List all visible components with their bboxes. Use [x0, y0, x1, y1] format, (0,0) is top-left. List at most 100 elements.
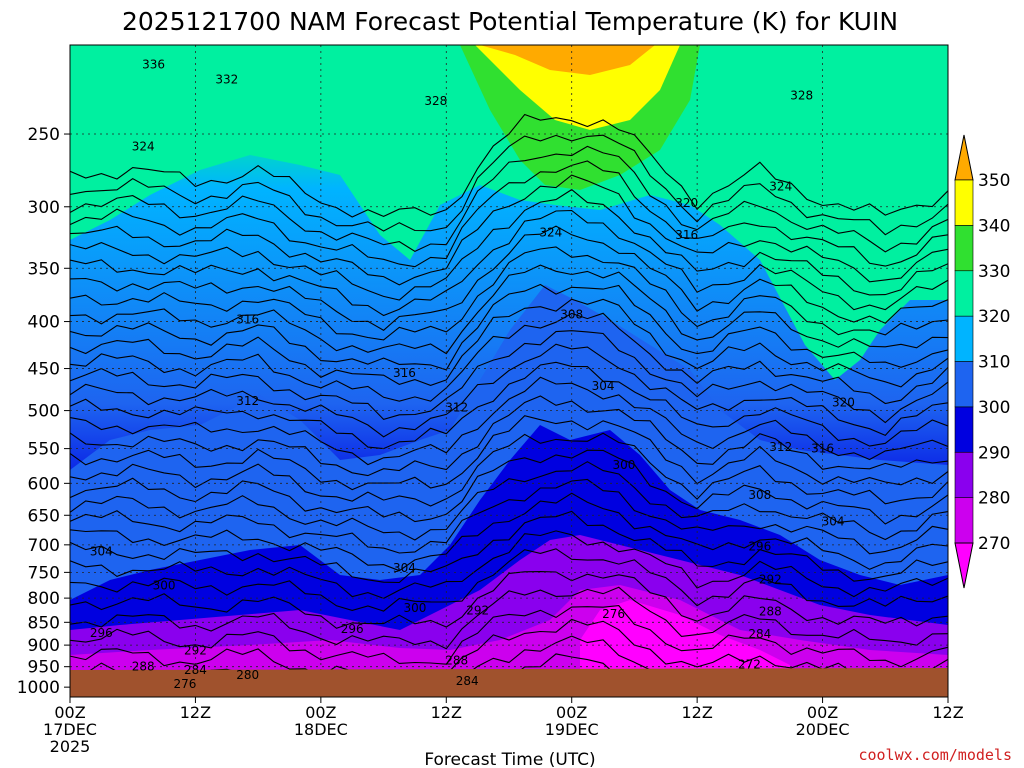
- contour-label: 304: [822, 514, 845, 528]
- y-tick-label: 500: [28, 402, 60, 422]
- colorbar-label: 290: [978, 443, 1010, 463]
- x-tick-label: 12Z: [681, 703, 712, 722]
- y-tick-label: 1000: [17, 678, 60, 698]
- contour-label: 316: [675, 228, 698, 242]
- contour-label: 284: [748, 627, 771, 641]
- contour-label: 316: [236, 313, 259, 327]
- credit-text: coolwx.com/models: [858, 746, 1012, 764]
- contour-line: [70, 209, 948, 317]
- contour-label: 308: [560, 308, 583, 322]
- contour-line: [70, 283, 948, 371]
- contour-label: 288: [132, 659, 155, 673]
- contour-label: 292: [759, 573, 782, 587]
- colorbar-segment: [954, 270, 974, 317]
- band-320-330: [70, 45, 948, 380]
- y-tick-label: 900: [28, 636, 60, 656]
- x-axis-label: Forecast Time (UTC): [424, 750, 595, 768]
- contour-label: 308: [748, 488, 771, 502]
- y-tick-label: 400: [28, 313, 60, 333]
- colorbar-label: 300: [978, 398, 1010, 418]
- contour-line: [70, 246, 948, 341]
- contour-label: 288: [759, 604, 782, 618]
- contour-line: [70, 461, 948, 541]
- contour-line: [70, 571, 948, 629]
- contour-line: [70, 160, 948, 268]
- contour-label: 300: [613, 458, 636, 472]
- colorbar-bottom-arrow: [954, 542, 974, 589]
- y-tick-label: 550: [28, 440, 60, 460]
- contour-label: 300: [403, 601, 426, 615]
- contour-label: 296: [748, 540, 771, 554]
- contour-label: 316: [393, 366, 416, 380]
- x-tick-label: 12Z: [932, 703, 963, 722]
- contour-line: [70, 343, 948, 438]
- contour-label: 284: [456, 674, 479, 688]
- contour-line: [70, 510, 948, 584]
- contour-label: 324: [539, 226, 562, 240]
- y-tick-label: 750: [28, 563, 60, 583]
- contour-line: [70, 145, 948, 253]
- contour-label: 300: [153, 578, 176, 592]
- contour-labels: 336 332 328 328 324 324 324 320 320 316 316 316 316 3…: [90, 57, 855, 690]
- y-tick-label: 250: [28, 125, 60, 145]
- contour-line: [70, 432, 948, 507]
- contour-label: 312: [769, 440, 792, 454]
- plot-area: [70, 45, 948, 697]
- colorbar-segment: [954, 315, 974, 362]
- contour-label: 280: [236, 668, 259, 682]
- colorbar-label: 270: [978, 534, 1010, 554]
- contour-line: [70, 174, 948, 286]
- contour-label: 324: [769, 179, 792, 193]
- contour-line: [70, 605, 948, 668]
- ground-surface: [70, 668, 948, 697]
- contour-label: 304: [592, 379, 615, 393]
- contour-label: 312: [445, 400, 468, 414]
- colorbar-label: 320: [978, 307, 1010, 327]
- contour-label: 332: [215, 72, 238, 86]
- x-tick-label: 20DEC: [796, 720, 850, 739]
- contour-line: [70, 478, 948, 555]
- x-tick-label: 12Z: [431, 703, 462, 722]
- colorbar-label: 340: [978, 216, 1010, 236]
- x-tick-label: 00Z: [807, 703, 838, 722]
- contour-line: [70, 586, 948, 650]
- x-tick-label: 2025: [50, 737, 91, 756]
- contour-label: 304: [90, 545, 113, 559]
- contour-label: 316: [811, 442, 834, 456]
- contour-label: 292: [184, 643, 207, 657]
- contour-label: 336: [142, 57, 165, 71]
- colorbar-label: 350: [978, 171, 1010, 191]
- contour-label: 304: [393, 561, 416, 575]
- contour-line: [70, 618, 948, 687]
- contour-label: 296: [341, 622, 364, 636]
- colorbar-label: 330: [978, 262, 1010, 282]
- x-tick-label: 18DEC: [294, 720, 348, 739]
- plot-frame: [69, 44, 949, 698]
- y-tick-label: 300: [28, 198, 60, 218]
- contour-label: 272: [738, 658, 761, 672]
- colorbar-segment: [954, 361, 974, 408]
- contour-line: [70, 492, 948, 572]
- contour-line: [70, 415, 948, 491]
- contour-label: 276: [174, 677, 197, 691]
- contour-line: [70, 225, 948, 331]
- contour-line: [70, 449, 948, 525]
- colorbar-segment: [954, 179, 974, 226]
- contour-label: 320: [832, 396, 855, 410]
- colorbar-segment: [954, 406, 974, 453]
- band-350-up: [480, 45, 655, 75]
- contour-line: [70, 330, 948, 424]
- x-tick-label: 12Z: [180, 703, 211, 722]
- contour-line: [70, 134, 948, 236]
- y-tick-label: 600: [28, 474, 60, 494]
- contour-label: 276: [602, 607, 625, 621]
- colorbar-segment: [954, 225, 974, 272]
- y-tick-label: 650: [28, 506, 60, 526]
- contour-label: 324: [132, 140, 155, 154]
- contour-line: [70, 530, 948, 600]
- contour-label: 312: [236, 394, 259, 408]
- y-tick-label: 950: [28, 658, 60, 678]
- contour-label: 288: [445, 653, 468, 667]
